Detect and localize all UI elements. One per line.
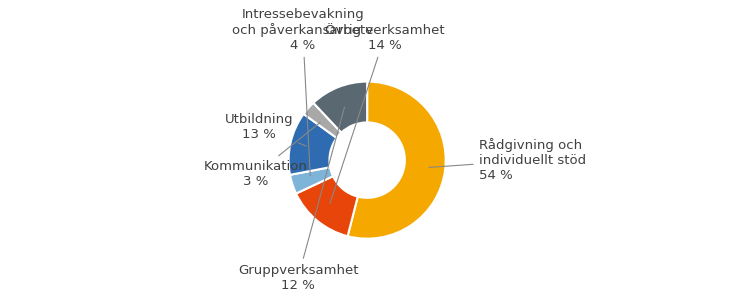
Text: Intressebevakning
och påverkansarbete
4 %: Intressebevakning och påverkansarbete 4 … — [232, 8, 374, 176]
Wedge shape — [314, 82, 368, 133]
Wedge shape — [347, 82, 445, 239]
Text: Rådgivning och
individuellt stöd
54 %: Rådgivning och individuellt stöd 54 % — [429, 138, 586, 182]
Wedge shape — [289, 114, 337, 175]
Text: Gruppverksamhet
12 %: Gruppverksamhet 12 % — [238, 107, 358, 292]
Text: Utbildning
13 %: Utbildning 13 % — [224, 113, 306, 146]
Wedge shape — [296, 176, 358, 236]
Wedge shape — [290, 167, 333, 194]
Text: Övrig verksamhet
14 %: Övrig verksamhet 14 % — [325, 23, 444, 203]
Wedge shape — [304, 103, 341, 138]
Text: Kommunikation
3 %: Kommunikation 3 % — [204, 122, 320, 188]
